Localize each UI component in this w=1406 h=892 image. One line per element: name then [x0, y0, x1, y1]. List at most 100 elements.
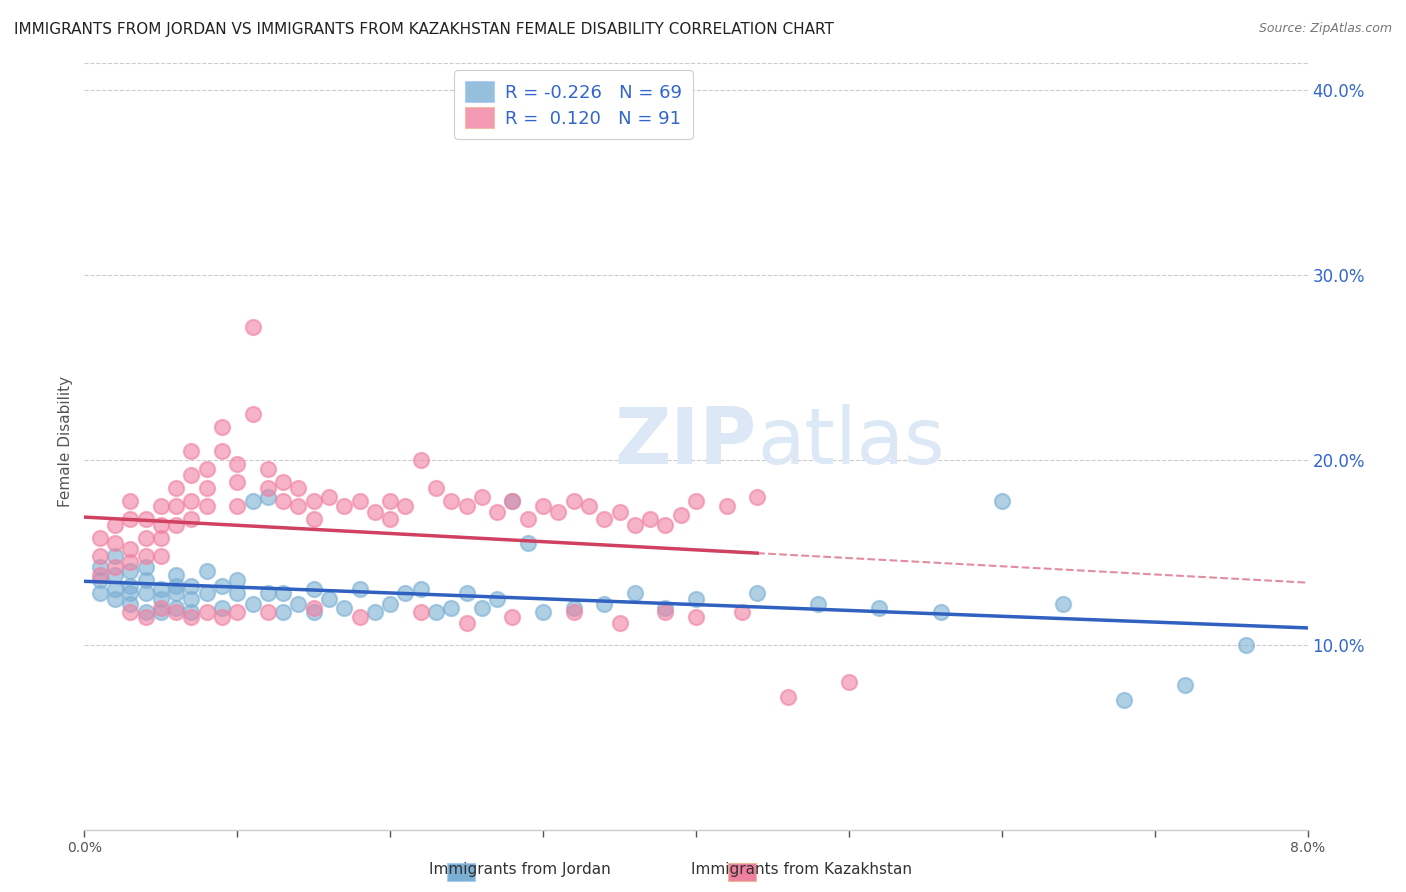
Point [1174, 678, 1197, 692]
Point [211, 443, 233, 458]
Point [165, 600, 187, 615]
Point [211, 600, 233, 615]
Point [242, 320, 264, 334]
Point [349, 493, 371, 508]
Point [149, 582, 172, 597]
Point [120, 493, 142, 508]
Point [991, 493, 1014, 508]
Point [302, 493, 325, 508]
Point [211, 610, 233, 624]
Point [531, 500, 554, 514]
Point [271, 586, 294, 600]
Point [242, 493, 264, 508]
Y-axis label: Female Disability: Female Disability [58, 376, 73, 508]
Point [486, 591, 509, 606]
Point [440, 600, 463, 615]
Point [409, 605, 432, 619]
Point [211, 419, 233, 434]
Point [180, 591, 202, 606]
Point [333, 600, 356, 615]
Point [120, 586, 142, 600]
Point [440, 493, 463, 508]
Point [685, 610, 707, 624]
Point [120, 541, 142, 556]
Point [302, 605, 325, 619]
Point [456, 586, 478, 600]
Point [516, 512, 538, 526]
Point [654, 605, 676, 619]
Point [471, 490, 494, 504]
Point [135, 573, 157, 587]
Point [135, 512, 157, 526]
Point [165, 517, 187, 532]
Point [89, 549, 111, 563]
Point [380, 597, 402, 611]
Point [180, 512, 202, 526]
Point [89, 560, 111, 574]
Point [638, 512, 661, 526]
Point [425, 605, 447, 619]
Point [180, 610, 202, 624]
Point [1114, 693, 1136, 707]
Point [287, 481, 309, 495]
Point [654, 517, 676, 532]
Point [120, 564, 142, 578]
Point [104, 560, 127, 574]
Point [502, 493, 524, 508]
Point [149, 591, 172, 606]
Point [547, 505, 569, 519]
Point [287, 500, 309, 514]
Point [165, 481, 187, 495]
Point [104, 536, 127, 550]
Point [104, 517, 127, 532]
Point [929, 605, 952, 619]
Point [135, 560, 157, 574]
Point [149, 500, 172, 514]
Point [120, 605, 142, 619]
Point [180, 443, 202, 458]
Point [89, 573, 111, 587]
Point [135, 586, 157, 600]
Point [257, 586, 280, 600]
Text: Source: ZipAtlas.com: Source: ZipAtlas.com [1258, 22, 1392, 36]
Point [486, 505, 509, 519]
Point [165, 579, 187, 593]
Point [104, 549, 127, 563]
Point [257, 490, 280, 504]
Point [409, 453, 432, 467]
Point [180, 579, 202, 593]
Point [242, 407, 264, 421]
Point [120, 555, 142, 569]
Point [211, 579, 233, 593]
Point [654, 600, 676, 615]
Point [609, 615, 631, 630]
Point [135, 610, 157, 624]
Point [302, 512, 325, 526]
Point [394, 500, 416, 514]
Point [593, 512, 616, 526]
Point [271, 605, 294, 619]
Point [624, 586, 647, 600]
Point [716, 500, 738, 514]
Point [609, 505, 631, 519]
Point [349, 610, 371, 624]
Point [89, 567, 111, 582]
Point [257, 481, 280, 495]
Point [180, 493, 202, 508]
Point [257, 605, 280, 619]
Point [195, 462, 218, 476]
Point [89, 586, 111, 600]
Point [195, 564, 218, 578]
Point [165, 500, 187, 514]
Point [502, 610, 524, 624]
Point [425, 481, 447, 495]
Point [562, 493, 585, 508]
Point [180, 467, 202, 482]
Point [149, 605, 172, 619]
Point [562, 600, 585, 615]
Point [195, 481, 218, 495]
Point [838, 674, 860, 689]
Point [242, 597, 264, 611]
Point [226, 457, 249, 471]
Text: atlas: atlas [758, 403, 945, 480]
